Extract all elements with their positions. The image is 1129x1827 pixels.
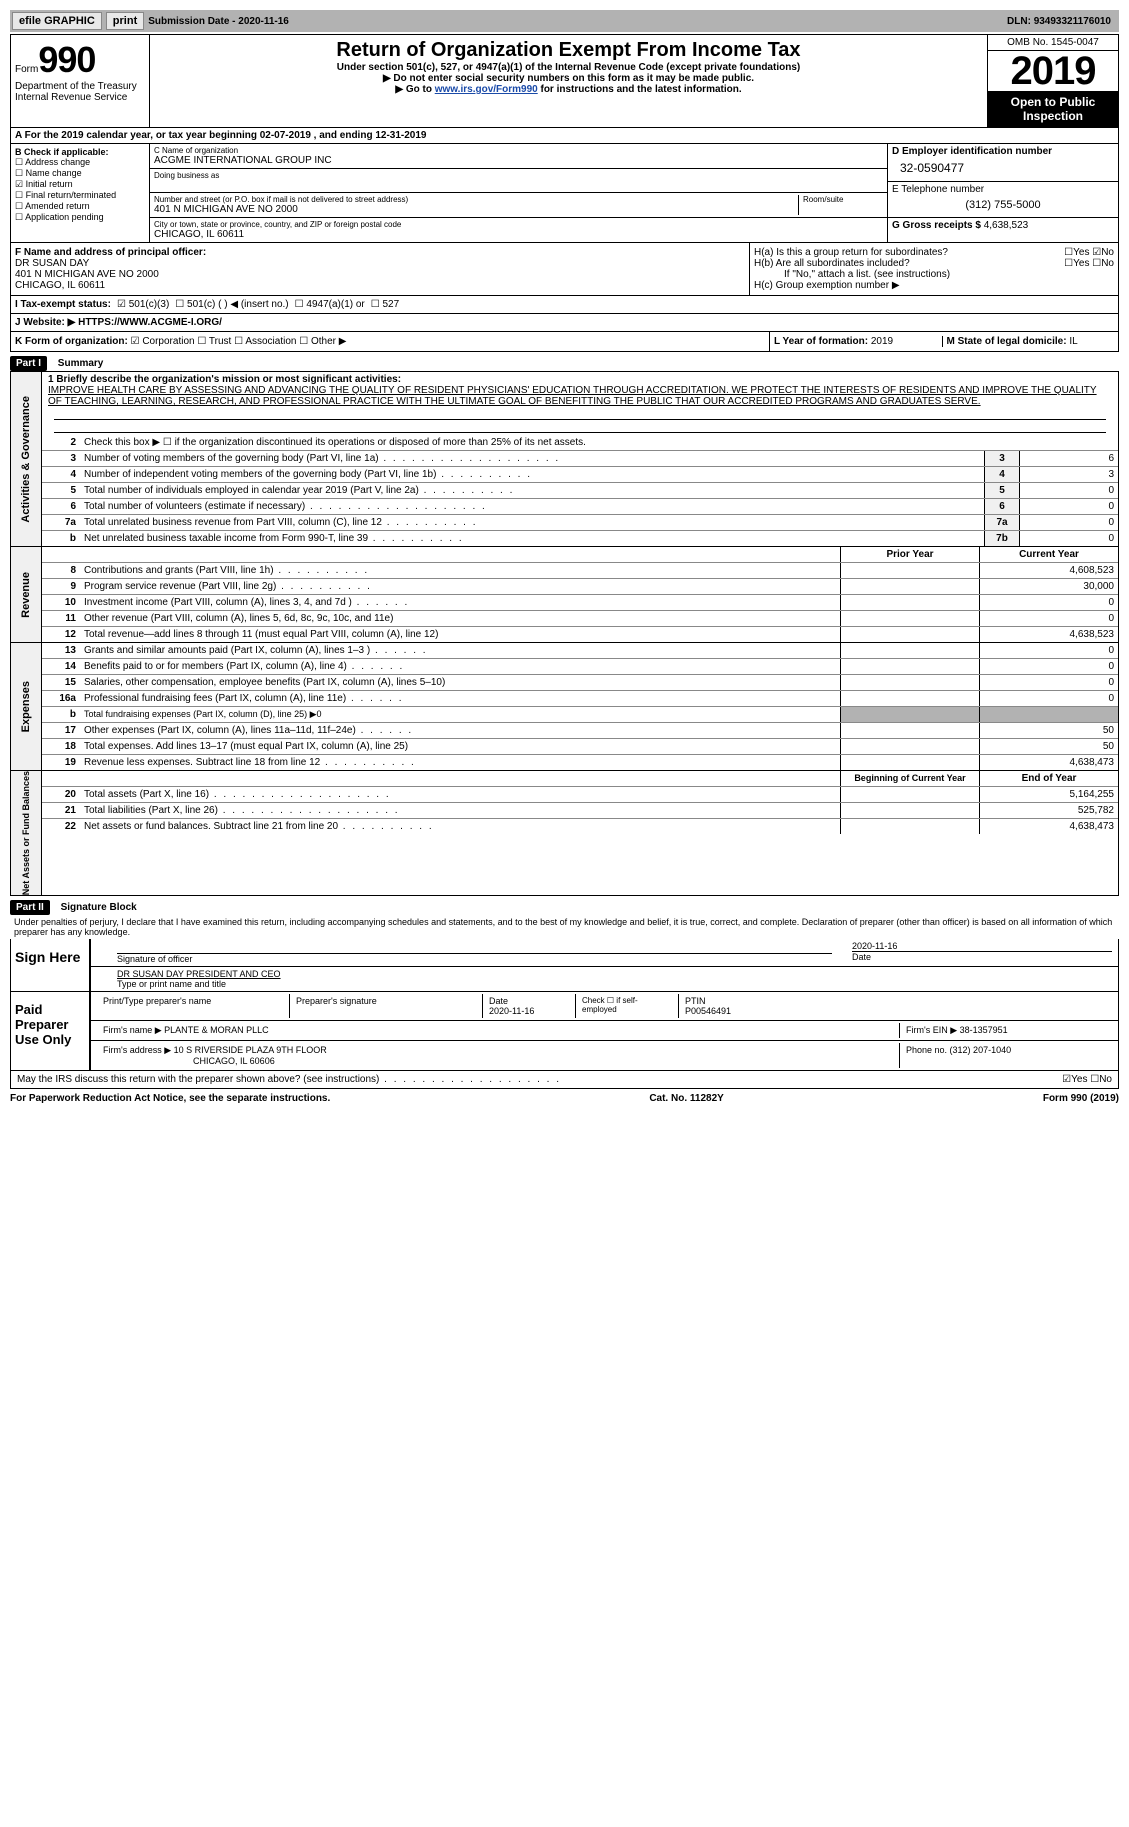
org-name: ACGME INTERNATIONAL GROUP INC — [154, 155, 883, 166]
sign-here-block: Sign Here Signature of officer 2020-11-1… — [10, 939, 1119, 992]
dln: DLN: 93493321176010 — [1007, 16, 1117, 27]
street: 401 N MICHIGAN AVE NO 2000 — [154, 204, 798, 215]
mission-text: IMPROVE HEALTH CARE BY ASSESSING AND ADV… — [48, 385, 1112, 407]
header: Form990 Department of the Treasury Inter… — [10, 34, 1119, 128]
tax-year: 2019 — [988, 51, 1118, 91]
side-revenue: Revenue — [20, 572, 32, 618]
part2-header: Part II Signature Block — [10, 900, 1119, 915]
ein: 32-0590477 — [892, 157, 1114, 179]
footer: For Paperwork Reduction Act Notice, see … — [10, 1093, 1119, 1104]
form-note2: Go to www.irs.gov/Form990 for instructio… — [156, 84, 981, 95]
side-expenses: Expenses — [20, 681, 32, 732]
ptin: P00546491 — [685, 1006, 731, 1016]
form-subtitle: Under section 501(c), 527, or 4947(a)(1)… — [156, 62, 981, 73]
box-c: C Name of organization ACGME INTERNATION… — [150, 144, 888, 243]
paid-preparer-block: Paid Preparer Use Only Print/Type prepar… — [10, 992, 1119, 1071]
header-left: Form990 Department of the Treasury Inter… — [11, 35, 150, 127]
efile-button[interactable]: efile GRAPHIC — [12, 12, 102, 30]
telephone: (312) 755-5000 — [892, 195, 1114, 215]
irs-link[interactable]: www.irs.gov/Form990 — [435, 84, 538, 95]
header-right: OMB No. 1545-0047 2019 Open to Public In… — [987, 35, 1118, 127]
city: CHICAGO, IL 60611 — [154, 229, 883, 240]
officer-row: F Name and address of principal officer:… — [10, 243, 1119, 296]
form-number: 990 — [38, 39, 95, 80]
form-title: Return of Organization Exempt From Incom… — [156, 39, 981, 62]
part1-header: Part I Summary — [10, 356, 1119, 371]
website-url: HTTPS://WWW.ACGME-I.ORG/ — [75, 317, 222, 328]
side-net-assets: Net Assets or Fund Balances — [21, 771, 31, 895]
line-a: A For the 2019 calendar year, or tax yea… — [10, 128, 1119, 144]
signer-name: DR SUSAN DAY PRESIDENT AND CEO — [117, 969, 1112, 979]
tax-exempt-status: I Tax-exempt status: ☑ 501(c)(3) ☐ 501(c… — [10, 296, 1119, 314]
dept-treasury: Department of the Treasury — [15, 81, 145, 92]
side-governance: Activities & Governance — [20, 396, 32, 523]
print-button[interactable]: print — [106, 12, 144, 30]
website-row: J Website: ▶ HTTPS://WWW.ACGME-I.ORG/ — [10, 314, 1119, 332]
header-mid: Return of Organization Exempt From Incom… — [150, 35, 987, 127]
box-b: B Check if applicable: ☐ Address change … — [10, 144, 150, 243]
submission-date-label: Submission Date - 2020-11-16 — [148, 16, 289, 27]
box-d: D Employer identification number 32-0590… — [888, 144, 1119, 243]
form-note1: Do not enter social security numbers on … — [156, 73, 981, 84]
penalties-statement: Under penalties of perjury, I declare th… — [10, 915, 1119, 939]
irs: Internal Revenue Service — [15, 92, 145, 103]
mission-label: 1 Briefly describe the organization's mi… — [48, 374, 1112, 385]
irs-discuss: May the IRS discuss this return with the… — [17, 1074, 561, 1085]
korg-row: K Form of organization: ☑ Corporation ☐ … — [10, 332, 1119, 352]
topbar: efile GRAPHIC print Submission Date - 20… — [10, 10, 1119, 32]
section-bcd: B Check if applicable: ☐ Address change … — [10, 144, 1119, 243]
gross-receipts: 4,638,523 — [984, 220, 1029, 231]
officer-name: DR SUSAN DAY — [15, 258, 745, 269]
firm-name: PLANTE & MORAN PLLC — [164, 1025, 269, 1035]
open-to-public: Open to Public Inspection — [988, 91, 1118, 127]
